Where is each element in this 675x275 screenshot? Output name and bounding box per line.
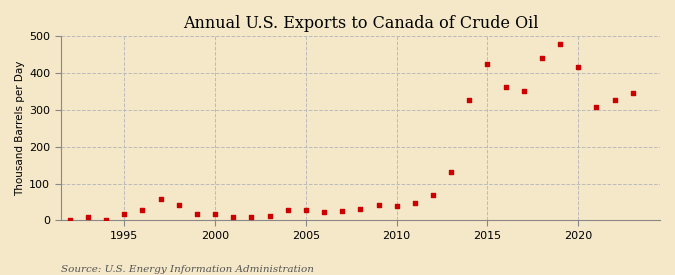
- Point: [101, 218, 111, 222]
- Point: [464, 97, 475, 102]
- Point: [300, 208, 311, 213]
- Point: [482, 62, 493, 66]
- Point: [264, 214, 275, 218]
- Point: [446, 170, 456, 174]
- Point: [373, 202, 384, 207]
- Text: Source: U.S. Energy Information Administration: Source: U.S. Energy Information Administ…: [61, 265, 314, 274]
- Point: [392, 204, 402, 208]
- Point: [119, 211, 130, 216]
- Point: [82, 214, 93, 219]
- Point: [173, 203, 184, 207]
- Point: [282, 208, 293, 213]
- Point: [518, 89, 529, 93]
- Point: [246, 215, 256, 220]
- Point: [610, 97, 620, 102]
- Point: [137, 208, 148, 212]
- Point: [192, 211, 202, 216]
- Point: [627, 91, 638, 96]
- Point: [210, 212, 221, 217]
- Point: [64, 218, 75, 222]
- Point: [427, 193, 438, 197]
- Point: [155, 197, 166, 202]
- Title: Annual U.S. Exports to Canada of Crude Oil: Annual U.S. Exports to Canada of Crude O…: [183, 15, 538, 32]
- Point: [337, 209, 348, 213]
- Point: [410, 200, 421, 205]
- Point: [555, 42, 566, 47]
- Point: [573, 65, 584, 70]
- Point: [500, 85, 511, 89]
- Point: [319, 210, 329, 214]
- Point: [591, 105, 602, 109]
- Point: [355, 207, 366, 211]
- Point: [537, 56, 547, 60]
- Y-axis label: Thousand Barrels per Day: Thousand Barrels per Day: [15, 61, 25, 196]
- Point: [228, 214, 239, 219]
